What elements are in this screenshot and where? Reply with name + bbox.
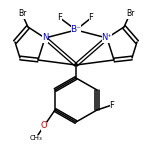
Text: O: O	[41, 121, 47, 131]
Text: CH₃: CH₃	[30, 135, 42, 141]
Text: N⁺: N⁺	[102, 33, 112, 43]
Text: Br: Br	[18, 9, 26, 19]
Text: N: N	[42, 33, 48, 43]
Text: F: F	[58, 14, 62, 22]
Text: F: F	[89, 14, 93, 22]
Text: Br: Br	[126, 9, 134, 19]
Text: B⁻: B⁻	[71, 26, 81, 35]
Text: F: F	[110, 100, 114, 109]
